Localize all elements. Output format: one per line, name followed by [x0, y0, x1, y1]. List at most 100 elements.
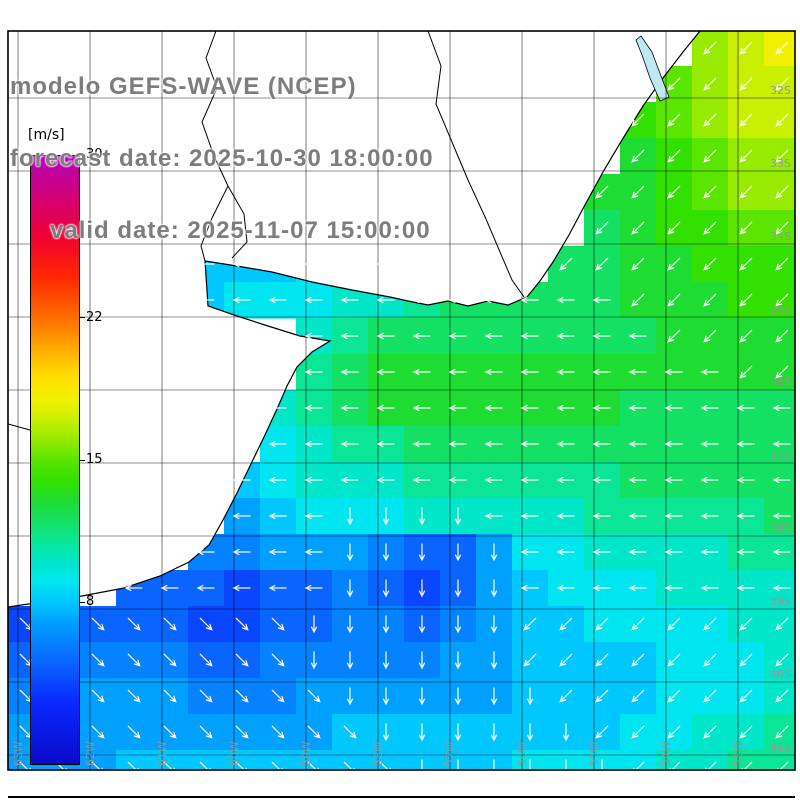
wind-arrow [412, 332, 431, 340]
wind-arrow [703, 653, 717, 667]
wind-arrow [376, 404, 395, 412]
wind-arrow [418, 651, 426, 670]
wind-arrow [700, 584, 719, 592]
wind-arrow [127, 653, 141, 667]
wind-arrow [271, 725, 285, 739]
wind-arrow [700, 548, 719, 556]
valid-date-line: valid date: 2025-11-07 15:00:00 [50, 217, 431, 244]
wind-arrow [667, 149, 681, 163]
wind-arrow [739, 257, 753, 271]
wind-arrow [91, 617, 105, 631]
wind-arrow [412, 440, 431, 448]
wind-arrow [631, 653, 645, 667]
wind-arrow [559, 689, 573, 703]
wind-arrow [304, 296, 323, 304]
wind-arrow [556, 548, 575, 556]
wind-arrow [454, 723, 462, 742]
lon-label: 57W [444, 741, 457, 766]
wind-arrow [667, 293, 681, 307]
wave-cell [728, 31, 765, 67]
wind-arrow [199, 653, 213, 667]
wind-arrow [457, 759, 459, 770]
wind-arrow [739, 365, 753, 379]
wind-arrow [739, 41, 753, 55]
river-line [227, 185, 248, 259]
wind-arrow [703, 185, 717, 199]
wind-arrow [556, 584, 575, 592]
wind-arrow [523, 617, 537, 631]
wind-arrow [628, 476, 647, 484]
wind-arrow [772, 404, 791, 412]
wind-arrow [775, 221, 789, 235]
wind-arrow [667, 689, 681, 703]
lon-label: 62W [84, 741, 97, 766]
wind-arrow [526, 723, 534, 742]
wind-arrow [739, 77, 753, 91]
wind-arrow [490, 687, 498, 706]
wind-arrow [418, 579, 426, 598]
wind-arrow [232, 512, 251, 520]
wind-arrow [736, 512, 755, 520]
wind-arrow [376, 296, 395, 304]
wind-arrow [592, 476, 611, 484]
wind-arrow [268, 548, 287, 556]
wind-arrow [776, 761, 789, 770]
wind-arrow [376, 332, 395, 340]
wind-arrow [340, 260, 359, 268]
wind-arrow [631, 689, 645, 703]
wind-arrow [631, 725, 645, 739]
lat-label: 35S [770, 303, 791, 316]
lon-label: 60W [228, 741, 241, 766]
wind-arrow [775, 617, 789, 631]
wind-arrow [736, 440, 755, 448]
colorbar-tick-label: 22 [86, 309, 103, 325]
wind-arrow [412, 404, 431, 412]
wind-arrow [631, 185, 645, 199]
wind-arrow [127, 725, 141, 739]
wind-arrow [703, 689, 717, 703]
colorbar-tick-label: 30 [86, 147, 103, 162]
wind-arrow [418, 723, 426, 742]
wind-arrow [628, 332, 647, 340]
colorbar-tick-label: 8 [86, 594, 95, 610]
wind-arrow [304, 260, 323, 268]
wind-arrow [448, 476, 467, 484]
wind-arrow [772, 584, 791, 592]
model-title: modelo GEFS-WAVE (NCEP) [10, 73, 357, 100]
plot-header: modelo GEFS-WAVE (NCEP) forecast date: 2… [10, 27, 434, 291]
wind-arrow [91, 653, 105, 667]
wind-arrow [664, 440, 683, 448]
wind-arrow [199, 689, 213, 703]
wind-arrow [232, 476, 251, 484]
wind-arrow [448, 368, 467, 376]
wind-arrow [556, 368, 575, 376]
wind-arrow [703, 257, 717, 271]
wind-arrow [667, 617, 681, 631]
wind-arrow [667, 77, 681, 91]
colorbar-tick-mark [79, 154, 85, 156]
wind-arrow [382, 507, 390, 526]
wind-arrow [448, 296, 467, 304]
wind-arrow [664, 512, 683, 520]
wind-arrow [631, 113, 645, 127]
wind-arrow [775, 77, 789, 91]
wind-arrow [412, 476, 431, 484]
wind-arrow [592, 548, 611, 556]
wind-arrow [739, 113, 753, 127]
colorbar-tick-mark [79, 601, 85, 603]
wind-arrow [664, 548, 683, 556]
wind-arrow [520, 548, 539, 556]
wind-arrow [559, 653, 573, 667]
wind-arrow [484, 440, 503, 448]
wind-arrow [271, 617, 285, 631]
wave-cell [764, 354, 795, 391]
wind-arrow [268, 260, 287, 268]
wind-arrow [775, 149, 789, 163]
wave-cell [764, 138, 795, 175]
wind-arrow [703, 113, 717, 127]
wind-arrow [376, 260, 395, 268]
wind-arrow [490, 723, 498, 742]
wind-arrow [418, 687, 426, 706]
wind-arrow [703, 725, 717, 739]
